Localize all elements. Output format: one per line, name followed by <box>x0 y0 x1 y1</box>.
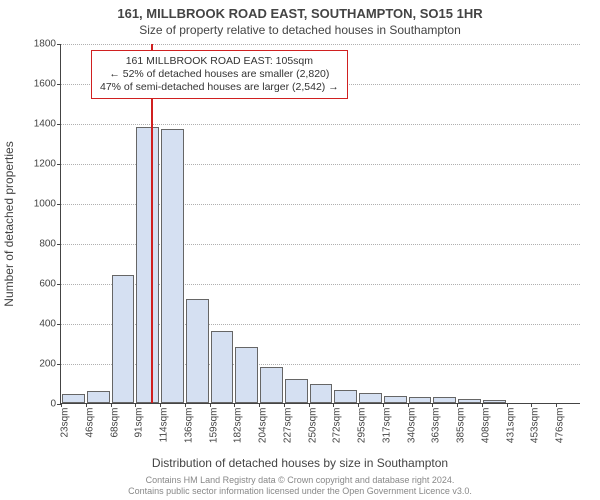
xtick-label: 453sqm <box>530 408 541 444</box>
ytick-label: 1800 <box>24 39 56 50</box>
xtick-mark <box>284 403 285 407</box>
ytick-label: 400 <box>24 319 56 330</box>
ytick-mark <box>57 204 61 205</box>
annotation-line-3: 47% of semi-detached houses are larger (… <box>100 81 339 94</box>
y-axis-label-container: Number of detached properties <box>0 44 18 404</box>
ytick-mark <box>57 284 61 285</box>
ytick-mark <box>57 244 61 245</box>
xtick-label: 68sqm <box>109 408 120 438</box>
attribution-footer: Contains HM Land Registry data © Crown c… <box>0 475 600 497</box>
xtick-label: 204sqm <box>258 408 269 444</box>
histogram-bar <box>211 331 234 403</box>
xtick-mark <box>408 403 409 407</box>
xtick-mark <box>259 403 260 407</box>
ytick-label: 200 <box>24 359 56 370</box>
xtick-mark <box>333 403 334 407</box>
xtick-mark <box>234 403 235 407</box>
ytick-mark <box>57 364 61 365</box>
xtick-mark <box>135 403 136 407</box>
histogram-bar <box>161 129 184 403</box>
gridline <box>61 124 580 125</box>
xtick-mark <box>86 403 87 407</box>
ytick-label: 0 <box>24 399 56 410</box>
histogram-bar <box>458 399 481 403</box>
ytick-label: 800 <box>24 239 56 250</box>
xtick-mark <box>556 403 557 407</box>
ytick-label: 1000 <box>24 199 56 210</box>
histogram-bar <box>62 394 85 403</box>
xtick-label: 295sqm <box>357 408 368 444</box>
ytick-mark <box>57 84 61 85</box>
annotation-line-1: 161 MILLBROOK ROAD EAST: 105sqm <box>100 55 339 68</box>
xtick-mark <box>358 403 359 407</box>
xtick-label: 159sqm <box>208 408 219 444</box>
xtick-mark <box>309 403 310 407</box>
xtick-label: 114sqm <box>159 408 170 443</box>
xtick-label: 385sqm <box>456 408 467 444</box>
xtick-mark <box>61 403 62 407</box>
histogram-bar <box>310 384 333 403</box>
xtick-label: 250sqm <box>307 408 318 444</box>
histogram-bar <box>136 127 159 403</box>
ytick-mark <box>57 164 61 165</box>
xtick-label: 46sqm <box>84 408 95 438</box>
xtick-mark <box>531 403 532 407</box>
footer-line-2: Contains public sector information licen… <box>0 486 600 497</box>
xtick-label: 23sqm <box>60 408 71 438</box>
ytick-mark <box>57 124 61 125</box>
histogram-bar <box>87 391 110 403</box>
ytick-label: 1200 <box>24 159 56 170</box>
xtick-label: 272sqm <box>332 408 343 444</box>
xtick-mark <box>432 403 433 407</box>
xtick-mark <box>210 403 211 407</box>
xtick-mark <box>185 403 186 407</box>
histogram-bar <box>334 390 357 403</box>
xtick-label: 363sqm <box>431 408 442 444</box>
xtick-mark <box>160 403 161 407</box>
annotation-line-2: ← 52% of detached houses are smaller (2,… <box>100 68 339 81</box>
histogram-bar <box>112 275 135 403</box>
histogram-bar <box>409 397 432 403</box>
histogram-bar <box>384 396 407 403</box>
chart-subtitle: Size of property relative to detached ho… <box>0 21 600 37</box>
plot-area: 23sqm46sqm68sqm91sqm114sqm136sqm159sqm18… <box>60 44 580 404</box>
annotation-box: 161 MILLBROOK ROAD EAST: 105sqm ← 52% of… <box>91 50 348 99</box>
footer-line-1: Contains HM Land Registry data © Crown c… <box>0 475 600 486</box>
ytick-mark <box>57 44 61 45</box>
histogram-bar <box>260 367 283 403</box>
histogram-bar <box>235 347 258 403</box>
histogram-bar <box>359 393 382 403</box>
ytick-label: 1600 <box>24 79 56 90</box>
xtick-mark <box>383 403 384 407</box>
y-axis-label: Number of detached properties <box>2 141 16 306</box>
chart-title: 161, MILLBROOK ROAD EAST, SOUTHAMPTON, S… <box>0 0 600 21</box>
xtick-mark <box>507 403 508 407</box>
xtick-label: 431sqm <box>505 408 516 444</box>
xtick-label: 340sqm <box>406 408 417 444</box>
histogram-bar <box>285 379 308 403</box>
xtick-mark <box>111 403 112 407</box>
xtick-label: 182sqm <box>233 408 244 444</box>
xtick-label: 476sqm <box>555 408 566 444</box>
ytick-label: 600 <box>24 279 56 290</box>
ytick-label: 1400 <box>24 119 56 130</box>
histogram-bar <box>186 299 209 403</box>
gridline <box>61 44 580 45</box>
xtick-label: 317sqm <box>381 408 392 444</box>
histogram-bar <box>483 400 506 403</box>
xtick-mark <box>457 403 458 407</box>
xtick-label: 408sqm <box>480 408 491 444</box>
x-axis-label: Distribution of detached houses by size … <box>0 456 600 470</box>
xtick-label: 227sqm <box>282 408 293 444</box>
ytick-mark <box>57 324 61 325</box>
xtick-mark <box>482 403 483 407</box>
xtick-label: 136sqm <box>183 408 194 444</box>
histogram-bar <box>433 397 456 403</box>
xtick-label: 91sqm <box>134 408 145 438</box>
